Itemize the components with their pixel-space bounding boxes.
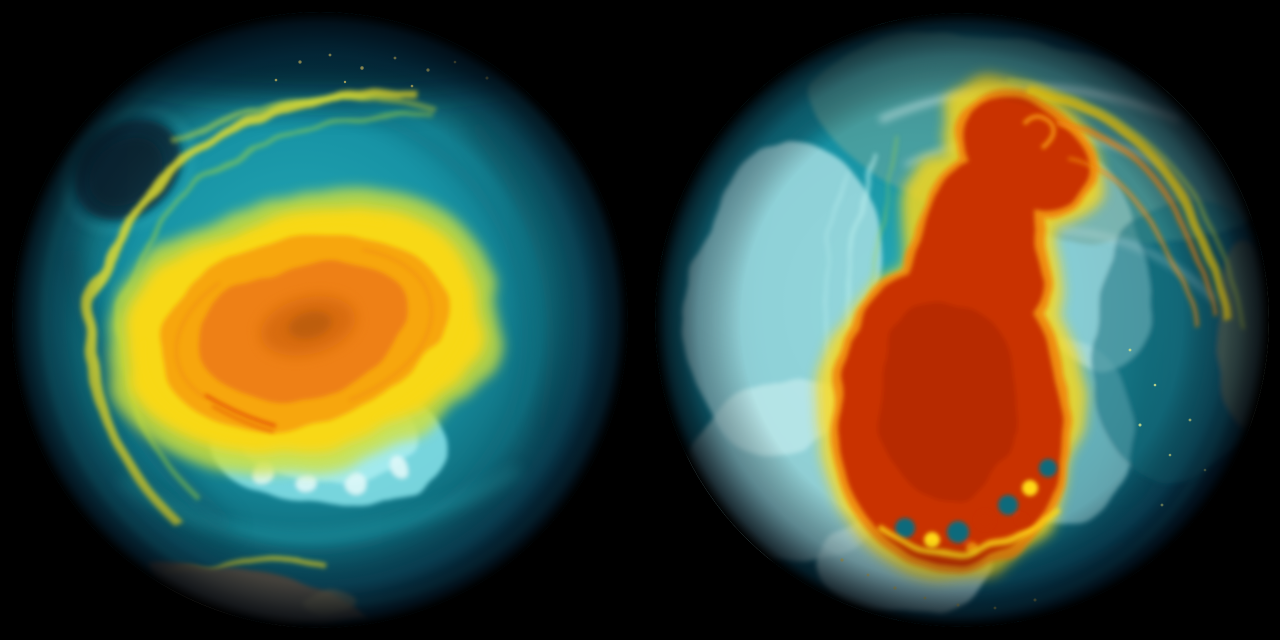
right-limb-shading [655, 13, 1269, 627]
right-globe [655, 13, 1269, 627]
left-limb-shading [12, 12, 628, 628]
left-globe [12, 12, 628, 628]
